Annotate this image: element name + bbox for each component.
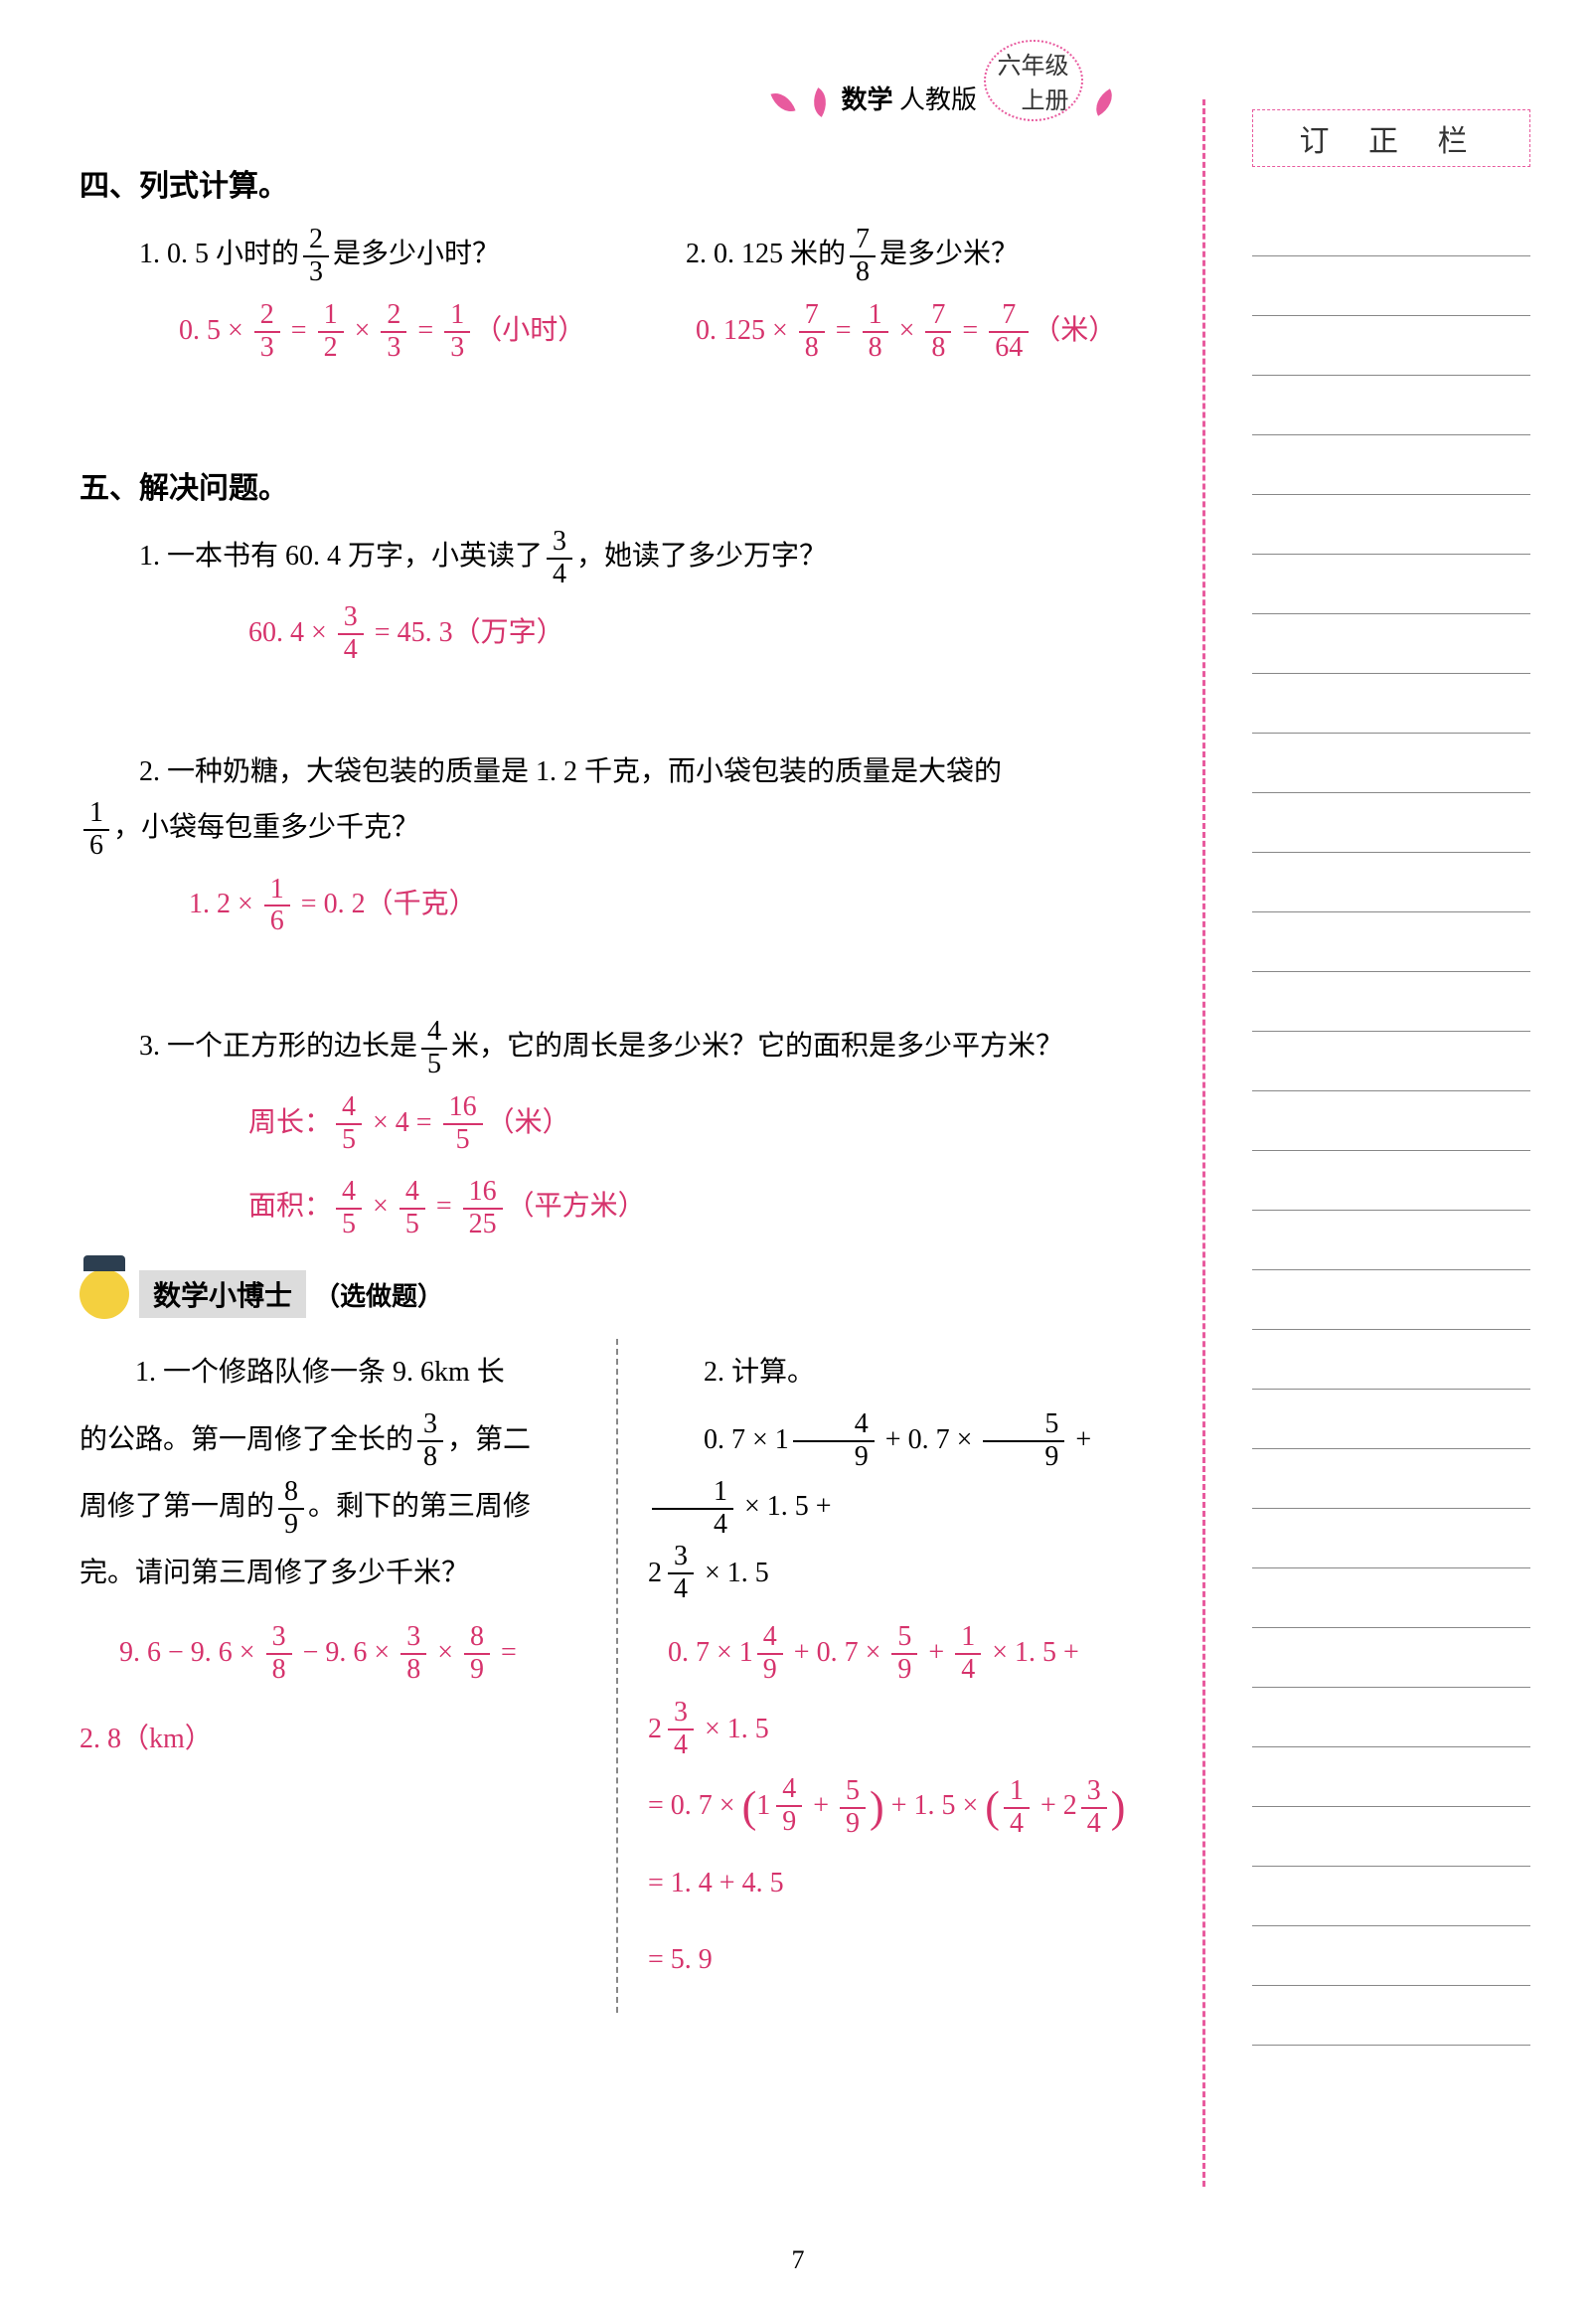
leaf-icon xyxy=(771,88,796,117)
main-content: 四、列式计算。 1. 0. 5 小时的23是多少小时？ 0. 5 × 23 = … xyxy=(80,161,1173,2013)
edition-label: 人教版 xyxy=(899,85,977,114)
leaf-icon xyxy=(806,87,834,117)
doctor-problems: 1. 一个修路队修一条 9. 6km 长 的公路。第一周修了全长的38，第二 周… xyxy=(80,1339,1173,2012)
vertical-divider xyxy=(1202,99,1205,2187)
section4-title: 四、列式计算。 xyxy=(80,161,1173,205)
grade-badge: 六年级上册 xyxy=(984,40,1083,121)
page-number: 7 xyxy=(792,2245,805,2275)
subject-label: 数学 xyxy=(841,85,892,114)
doctor-title: 数学小博士 xyxy=(139,1270,306,1318)
s5-a1: 60. 4 × 34 = 45. 3（万字） xyxy=(248,602,1173,666)
section4-problems: 1. 0. 5 小时的23是多少小时？ 0. 5 × 23 = 12 × 23 … xyxy=(139,225,1173,384)
s5-a2: 1. 2 × 16 = 0. 2（千克） xyxy=(189,874,1173,937)
s5-q1: 1. 一本书有 60. 4 万字，小英读了34，她读了多少万字？ 60. 4 ×… xyxy=(139,527,1173,666)
correction-title: 订 正 栏 xyxy=(1252,109,1530,167)
s4-a2: 0. 125 × 78 = 18 × 78 = 764（米） xyxy=(696,300,1173,364)
leaf-icon xyxy=(1089,88,1119,116)
optional-label: （选做题） xyxy=(314,1276,443,1313)
doc-q2: 2. 计算。 xyxy=(648,1339,1173,1405)
s5-a3-area: 面积：45 × 45 = 1625（平方米） xyxy=(248,1176,1173,1239)
s5-q3: 3. 一个正方形的边长是45米，它的周长是多少米？它的面积是多少平方米？ 周长：… xyxy=(139,1017,1173,1239)
s5-a3-perim: 周长：45 × 4 = 165（米） xyxy=(248,1092,1173,1156)
doctor-header: 数学小博士 （选做题） xyxy=(80,1269,1173,1319)
doc-a1: 9. 6 − 9. 6 × 38 − 9. 6 × 38 × 89 = xyxy=(119,1619,596,1686)
s5-q2: 2. 一种奶糖，大袋包装的质量是 1. 2 千克，而小袋包装的质量是大袋的 16… xyxy=(80,745,1173,937)
doc-a2: 0. 7 × 149 + 0. 7 × 59 + 14 × 1. 5 + xyxy=(668,1619,1173,1686)
section5-title: 五、解决问题。 xyxy=(80,463,1173,507)
correction-column: 订 正 栏 xyxy=(1252,109,1530,2046)
s4-q1: 1. 0. 5 小时的23是多少小时？ xyxy=(139,225,626,288)
s4-q2: 2. 0. 125 米的78是多少米？ xyxy=(686,225,1173,288)
doc-q1: 1. 一个修路队修一条 9. 6km 长 xyxy=(80,1339,596,1405)
s4-a1: 0. 5 × 23 = 12 × 23 = 13（小时） xyxy=(179,300,626,364)
doctor-icon xyxy=(80,1269,129,1319)
